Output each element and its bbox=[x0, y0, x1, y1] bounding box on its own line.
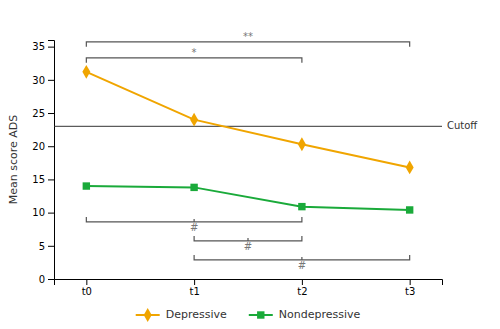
y-tick: 15 bbox=[32, 174, 54, 185]
x-tick: t1 bbox=[189, 279, 199, 297]
series-line bbox=[86, 72, 409, 168]
chart: t0t1t2t305101520253035Cutoff***###Mean s… bbox=[0, 0, 500, 329]
x-tick: t0 bbox=[82, 279, 92, 297]
cutoff-label: Cutoff bbox=[447, 120, 478, 131]
bracket-label: # bbox=[298, 260, 306, 271]
x-tick-mark bbox=[194, 279, 195, 285]
plot: t0t1t2t305101520253035Cutoff***### bbox=[32, 31, 478, 297]
bracket: ** bbox=[86, 31, 409, 47]
y-axis-title: Mean score ADS bbox=[7, 115, 20, 205]
x-tick-label: t0 bbox=[82, 286, 92, 297]
y-tick-mark bbox=[48, 113, 54, 114]
y-tick: 35 bbox=[32, 41, 54, 52]
y-tick: 20 bbox=[32, 141, 54, 152]
y-tick: 10 bbox=[32, 207, 54, 218]
x-axis-line bbox=[55, 280, 443, 286]
legend: Depressive Nondepressive bbox=[136, 308, 361, 322]
cutoff-line bbox=[54, 126, 442, 127]
y-tick-mark bbox=[48, 47, 54, 48]
annotations: ***### bbox=[86, 31, 409, 271]
legend-label: Nondepressive bbox=[279, 308, 361, 321]
y-tick-label: 25 bbox=[32, 108, 45, 119]
x-axis: t0 t1 t2 t3 bbox=[55, 279, 443, 297]
bracket-label: # bbox=[244, 241, 252, 252]
series-marker bbox=[298, 203, 305, 210]
legend-marker bbox=[257, 311, 264, 318]
series-marker bbox=[83, 182, 90, 189]
series-marker bbox=[298, 137, 306, 151]
y-tick-label: 30 bbox=[32, 75, 45, 86]
series-marker bbox=[190, 113, 198, 127]
x-tick-label: t1 bbox=[189, 286, 199, 297]
x-tick: t2 bbox=[297, 279, 307, 297]
y-axis: 0 5 10 15 20 25 30 35 bbox=[32, 41, 54, 285]
series-marker bbox=[190, 184, 197, 191]
bracket: # bbox=[194, 255, 410, 271]
x-tick-label: t2 bbox=[297, 286, 307, 297]
y-tick-mark bbox=[48, 279, 54, 280]
bracket-line bbox=[86, 58, 302, 63]
series-line bbox=[86, 186, 409, 210]
y-tick-label: 0 bbox=[39, 274, 45, 285]
bracket-label: # bbox=[190, 222, 198, 233]
legend-entry: Depressive bbox=[136, 308, 227, 322]
bracket: # bbox=[86, 217, 302, 233]
legend-marker bbox=[144, 308, 152, 322]
y-tick-label: 35 bbox=[32, 41, 45, 52]
series-marker bbox=[82, 65, 90, 79]
series-marker bbox=[406, 161, 414, 175]
bracket: * bbox=[86, 47, 302, 63]
bracket-label: ** bbox=[243, 31, 253, 42]
bracket-line bbox=[86, 42, 409, 47]
legend-entry: Nondepressive bbox=[249, 308, 361, 321]
series-marker bbox=[406, 206, 413, 213]
bracket: # bbox=[194, 236, 302, 252]
y-tick-label: 10 bbox=[32, 207, 45, 218]
x-tick-label: t3 bbox=[405, 286, 415, 297]
x-tick-mark bbox=[302, 279, 303, 285]
y-axis-line bbox=[48, 41, 55, 280]
y-tick-label: 20 bbox=[32, 141, 45, 152]
y-tick-mark bbox=[48, 213, 54, 214]
y-tick-mark bbox=[48, 80, 54, 81]
x-tick-mark bbox=[86, 279, 87, 285]
bracket-label: * bbox=[192, 47, 197, 58]
x-tick: t3 bbox=[405, 279, 415, 297]
y-tick: 0 bbox=[39, 274, 54, 285]
y-tick-mark bbox=[48, 179, 54, 180]
y-tick: 30 bbox=[32, 75, 54, 86]
y-tick: 5 bbox=[39, 241, 54, 252]
y-tick-mark bbox=[48, 146, 54, 147]
x-tick-mark bbox=[410, 279, 411, 285]
marks bbox=[54, 65, 442, 214]
y-tick: 25 bbox=[32, 108, 54, 119]
y-tick-label: 15 bbox=[32, 174, 45, 185]
y-tick-label: 5 bbox=[39, 241, 45, 252]
legend-label: Depressive bbox=[166, 308, 227, 321]
y-tick-mark bbox=[48, 246, 54, 247]
